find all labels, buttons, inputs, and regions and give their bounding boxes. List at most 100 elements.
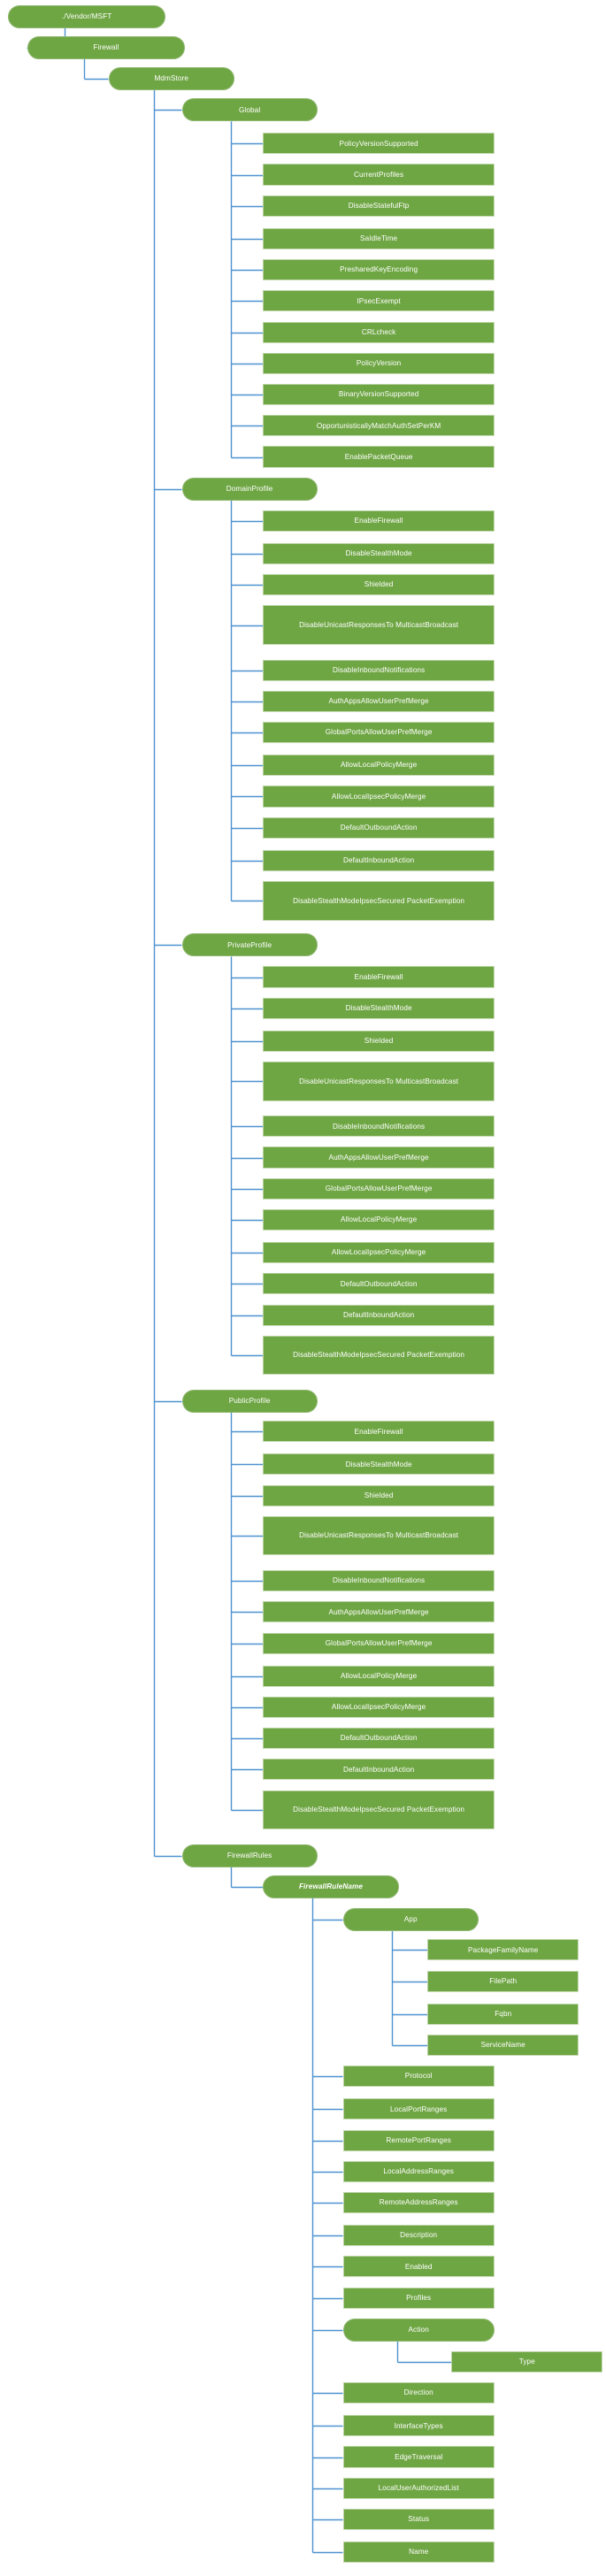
tree-node-label: DisableStealthMode xyxy=(345,1004,412,1012)
tree-node-r8[interactable]: Profiles xyxy=(342,2287,495,2309)
tree-node-p2[interactable]: DisableStealthMode xyxy=(263,997,495,1019)
tree-node-d11[interactable]: DefaultInboundAction xyxy=(263,849,495,871)
tree-node-g7[interactable]: CRLcheck xyxy=(263,321,495,343)
tree-node-d9[interactable]: AllowLocalIpsecPolicyMerge xyxy=(263,786,495,808)
tree-node-r1[interactable]: Protocol xyxy=(342,2066,495,2088)
tree-node-g1[interactable]: PolicyVersionSupported xyxy=(263,133,495,155)
tree-node-d12[interactable]: DisableStealthModeIpsecSecured PacketExe… xyxy=(263,881,495,921)
tree-node-action[interactable]: Action xyxy=(342,2318,495,2342)
tree-node-u5[interactable]: DisableInboundNotifications xyxy=(263,1570,495,1592)
tree-node-label: RemotePortRanges xyxy=(386,2135,451,2144)
tree-node-label: ./Vendor/MSFT xyxy=(62,12,112,20)
tree-node-d1[interactable]: EnableFirewall xyxy=(263,510,495,532)
tree-node-r12[interactable]: LocalUserAuthorizedList xyxy=(342,2477,495,2499)
tree-node-label: DisableStealthMode xyxy=(345,1460,412,1468)
tree-node-r13[interactable]: Status xyxy=(342,2508,495,2531)
tree-node-u2[interactable]: DisableStealthMode xyxy=(263,1453,495,1476)
tree-node-label: AuthAppsAllowUserPrefMerge xyxy=(328,697,429,706)
tree-node-g3[interactable]: DisableStatefulFtp xyxy=(263,195,495,217)
tree-node-u9[interactable]: AllowLocalIpsecPolicyMerge xyxy=(263,1696,495,1718)
tree-node-p12[interactable]: DisableStealthModeIpsecSecured PacketExe… xyxy=(263,1335,495,1376)
tree-node-d2[interactable]: DisableStealthMode xyxy=(263,542,495,565)
tree-node-a1[interactable]: PackageFamilyName xyxy=(427,1939,579,1961)
tree-node-a3[interactable]: Fqbn xyxy=(427,2003,579,2025)
tree-node-p3[interactable]: Shielded xyxy=(263,1030,495,1052)
tree-node-r11[interactable]: EdgeTraversal xyxy=(342,2446,495,2468)
tree-node-label: DisableStealthModeIpsecSecured PacketExe… xyxy=(293,896,465,905)
tree-node-label: DisableUnicastResponsesTo MulticastBroad… xyxy=(299,1531,459,1540)
tree-node-label: MdmStore xyxy=(154,74,189,83)
tree-node-g9[interactable]: BinaryVersionSupported xyxy=(263,384,495,406)
tree-node-d7[interactable]: GlobalPortsAllowUserPrefMerge xyxy=(263,722,495,744)
tree-node-label: DisableStealthModeIpsecSecured PacketExe… xyxy=(293,1351,465,1360)
tree-node-label: AllowLocalPolicyMerge xyxy=(340,1671,418,1680)
tree-node-g2[interactable]: CurrentProfiles xyxy=(263,164,495,186)
tree-node-type[interactable]: Type xyxy=(451,2350,603,2373)
tree-node-u6[interactable]: AuthAppsAllowUserPrefMerge xyxy=(263,1601,495,1623)
tree-node-p7[interactable]: GlobalPortsAllowUserPrefMerge xyxy=(263,1177,495,1200)
tree-node-r14[interactable]: Name xyxy=(342,2542,495,2564)
tree-node-global[interactable]: Global xyxy=(181,98,318,122)
tree-node-d4[interactable]: DisableUnicastResponsesTo MulticastBroad… xyxy=(263,605,495,645)
tree-node-d5[interactable]: DisableInboundNotifications xyxy=(263,659,495,681)
tree-node-p11[interactable]: DefaultInboundAction xyxy=(263,1304,495,1326)
tree-node-g5[interactable]: PresharedKeyEncoding xyxy=(263,259,495,281)
tree-node-u8[interactable]: AllowLocalPolicyMerge xyxy=(263,1665,495,1687)
tree-node-label: Action xyxy=(408,2326,429,2334)
tree-node-label: Shielded xyxy=(364,580,394,589)
tree-node-d8[interactable]: AllowLocalPolicyMerge xyxy=(263,755,495,777)
tree-node-label: Name xyxy=(409,2548,429,2557)
tree-node-r2[interactable]: LocalPortRanges xyxy=(342,2098,495,2120)
tree-node-label: PrivateProfile xyxy=(227,940,272,949)
tree-node-u4[interactable]: DisableUnicastResponsesTo MulticastBroad… xyxy=(263,1515,495,1556)
tree-node-u1[interactable]: EnableFirewall xyxy=(263,1421,495,1443)
tree-node-u10[interactable]: DefaultOutboundAction xyxy=(263,1728,495,1750)
tree-node-p6[interactable]: AuthAppsAllowUserPrefMerge xyxy=(263,1146,495,1169)
tree-node-label: Firewall xyxy=(93,43,119,52)
tree-node-app[interactable]: App xyxy=(342,1908,479,1932)
tree-node-d3[interactable]: Shielded xyxy=(263,574,495,596)
tree-node-firewallrules[interactable]: FirewallRules xyxy=(181,1844,318,1867)
tree-node-firewall[interactable]: Firewall xyxy=(27,35,186,59)
tree-node-u11[interactable]: DefaultInboundAction xyxy=(263,1759,495,1781)
tree-node-g11[interactable]: EnablePacketQueue xyxy=(263,446,495,468)
tree-node-r7[interactable]: Enabled xyxy=(342,2256,495,2278)
tree-node-label: BinaryVersionSupported xyxy=(338,390,419,399)
tree-node-label: DisableStealthMode xyxy=(345,549,412,558)
tree-node-label: DefaultInboundAction xyxy=(342,1765,415,1774)
tree-node-g10[interactable]: OpportunisticallyMatchAuthSetPerKM xyxy=(263,415,495,437)
tree-node-u7[interactable]: GlobalPortsAllowUserPrefMerge xyxy=(263,1632,495,1654)
tree-node-label: AuthAppsAllowUserPrefMerge xyxy=(328,1153,429,1162)
tree-node-p10[interactable]: DefaultOutboundAction xyxy=(263,1273,495,1295)
tree-node-label: AllowLocalIpsecPolicyMerge xyxy=(331,792,426,801)
tree-node-mdmstore[interactable]: MdmStore xyxy=(108,67,234,90)
tree-node-g8[interactable]: PolicyVersion xyxy=(263,352,495,374)
tree-node-label: Fqbn xyxy=(495,2009,512,2018)
tree-node-r4[interactable]: LocalAddressRanges xyxy=(342,2160,495,2182)
tree-node-a4[interactable]: ServiceName xyxy=(427,2034,579,2057)
tree-node-r10[interactable]: InterfaceTypes xyxy=(342,2415,495,2437)
tree-node-p4[interactable]: DisableUnicastResponsesTo MulticastBroad… xyxy=(263,1062,495,1101)
tree-node-r5[interactable]: RemoteAddressRanges xyxy=(342,2191,495,2214)
tree-node-firewallrulename[interactable]: FirewallRuleName xyxy=(263,1875,399,1898)
tree-node-vendor[interactable]: ./Vendor/MSFT xyxy=(8,4,166,28)
tree-node-r6[interactable]: Description xyxy=(342,2225,495,2247)
tree-node-label: Global xyxy=(238,105,261,114)
tree-node-publicprofile[interactable]: PublicProfile xyxy=(181,1389,318,1413)
tree-node-d10[interactable]: DefaultOutboundAction xyxy=(263,816,495,839)
tree-node-u3[interactable]: Shielded xyxy=(263,1484,495,1506)
tree-node-r9[interactable]: Direction xyxy=(342,2382,495,2404)
tree-node-r3[interactable]: RemotePortRanges xyxy=(342,2129,495,2151)
tree-node-a2[interactable]: FilePath xyxy=(427,1970,579,1992)
tree-node-p5[interactable]: DisableInboundNotifications xyxy=(263,1116,495,1138)
tree-node-d6[interactable]: AuthAppsAllowUserPrefMerge xyxy=(263,690,495,712)
tree-node-g6[interactable]: IPsecExempt xyxy=(263,290,495,312)
tree-node-p8[interactable]: AllowLocalPolicyMerge xyxy=(263,1208,495,1231)
tree-node-g4[interactable]: SaIdleTime xyxy=(263,227,495,249)
tree-node-domainprofile[interactable]: DomainProfile xyxy=(181,477,318,501)
tree-node-privateprofile[interactable]: PrivateProfile xyxy=(181,933,318,957)
tree-node-u12[interactable]: DisableStealthModeIpsecSecured PacketExe… xyxy=(263,1790,495,1830)
tree-node-p1[interactable]: EnableFirewall xyxy=(263,966,495,988)
tree-node-p9[interactable]: AllowLocalIpsecPolicyMerge xyxy=(263,1242,495,1264)
tree-node-label: Profiles xyxy=(406,2293,432,2302)
